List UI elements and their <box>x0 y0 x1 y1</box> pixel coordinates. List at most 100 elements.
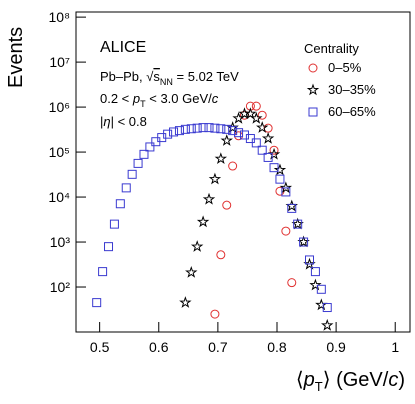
text-part: T <box>315 379 323 394</box>
data-point <box>256 121 269 133</box>
data-point <box>287 203 297 213</box>
text-part: s <box>153 69 160 84</box>
text-part: √ <box>146 69 154 84</box>
data-point <box>305 255 315 265</box>
text-part: c <box>388 369 398 391</box>
text-part: p <box>303 369 315 391</box>
text-part: η <box>103 114 110 129</box>
data-point <box>251 101 261 111</box>
data-point <box>145 142 155 152</box>
legend-label: 60–65% <box>328 104 376 119</box>
data-point <box>220 134 233 146</box>
data-point <box>196 215 210 228</box>
text-part: T <box>140 99 146 109</box>
data-point <box>269 163 279 173</box>
data-point <box>216 124 226 134</box>
data-point <box>228 161 238 171</box>
data-point <box>273 163 287 176</box>
system-label: Pb–Pb, √sNN = 5.02 TeV <box>100 69 239 87</box>
legend-marker <box>308 107 318 117</box>
x-tick-label: 0.7 <box>208 339 228 355</box>
text-part: ⟨ <box>296 369 304 391</box>
text-part: 0.2 < <box>100 91 133 106</box>
data-point <box>185 265 198 278</box>
legend-marker <box>308 63 318 73</box>
data-point <box>226 121 239 133</box>
text-part: c <box>212 91 219 106</box>
data-point <box>186 124 196 134</box>
legend-marker <box>306 83 320 96</box>
data-point <box>133 158 143 168</box>
data-point <box>179 296 192 308</box>
legend-label: 0–5% <box>328 60 362 75</box>
data-point <box>299 237 309 247</box>
text-part: < 3.0 GeV/ <box>146 91 213 106</box>
data-point <box>127 169 137 179</box>
y-tick-label: 10⁸ <box>49 9 71 25</box>
text-part: p <box>132 91 140 106</box>
data-point <box>192 123 202 133</box>
data-point <box>208 172 222 185</box>
x-tick-label: 1 <box>391 339 399 355</box>
data-point <box>163 129 173 139</box>
data-point <box>222 124 232 134</box>
data-point <box>321 318 334 331</box>
data-point <box>322 303 332 313</box>
data-point <box>210 309 220 319</box>
data-point <box>180 124 190 134</box>
data-point <box>275 174 285 184</box>
data-point <box>216 250 226 260</box>
data-point <box>309 278 322 291</box>
data-point <box>263 152 273 162</box>
data-point <box>251 138 261 148</box>
data-point <box>293 219 303 229</box>
data-point <box>244 107 257 120</box>
data-point <box>269 145 279 155</box>
data-point <box>234 128 244 138</box>
data-point <box>250 111 263 124</box>
text-part: | < 0.8 <box>111 114 147 129</box>
y-tick-label: 10⁷ <box>49 54 70 70</box>
y-axis-label: Events <box>5 27 27 88</box>
text-part: = 5.02 TeV <box>173 69 239 84</box>
data-point <box>228 126 238 136</box>
data-point <box>190 240 204 252</box>
data-point <box>121 183 131 193</box>
data-point <box>139 149 149 159</box>
data-point <box>169 127 179 137</box>
x-tick-label: 0.5 <box>90 339 110 355</box>
y-tick-label: 10⁶ <box>49 99 70 115</box>
legend-title: Centrality <box>304 41 359 56</box>
data-point <box>115 199 125 209</box>
data-point <box>214 152 228 165</box>
data-point <box>279 181 293 194</box>
data-point <box>92 298 102 308</box>
experiment-label: ALICE <box>100 39 146 56</box>
text-part: NN <box>160 77 173 87</box>
data-point <box>257 110 267 120</box>
data-point <box>257 145 267 155</box>
data-point <box>104 242 114 252</box>
data-point <box>210 123 220 133</box>
plot-frame <box>75 11 411 333</box>
data-point <box>287 278 297 288</box>
y-tick-label: 10³ <box>50 234 71 250</box>
data-point <box>285 199 298 212</box>
x-tick-label: 0.8 <box>267 339 287 355</box>
legend-label: 30–35% <box>328 82 376 97</box>
data-point <box>267 147 281 160</box>
x-tick-label: 0.9 <box>326 339 346 355</box>
data-point <box>222 200 232 210</box>
data-point <box>202 192 216 205</box>
data-point <box>204 123 214 133</box>
data-point <box>157 133 167 143</box>
x-axis-label: ⟨pT⟩ (GeV/c) <box>296 369 405 394</box>
text-part: | <box>100 114 103 129</box>
y-tick-label: 10⁴ <box>48 189 70 205</box>
pt-range-label: 0.2 < pT < 3.0 GeV/c <box>100 91 219 109</box>
data-point <box>261 132 275 144</box>
data-point <box>310 267 320 277</box>
text-part: ⟩ (GeV/ <box>323 369 389 391</box>
data-point <box>281 226 291 236</box>
